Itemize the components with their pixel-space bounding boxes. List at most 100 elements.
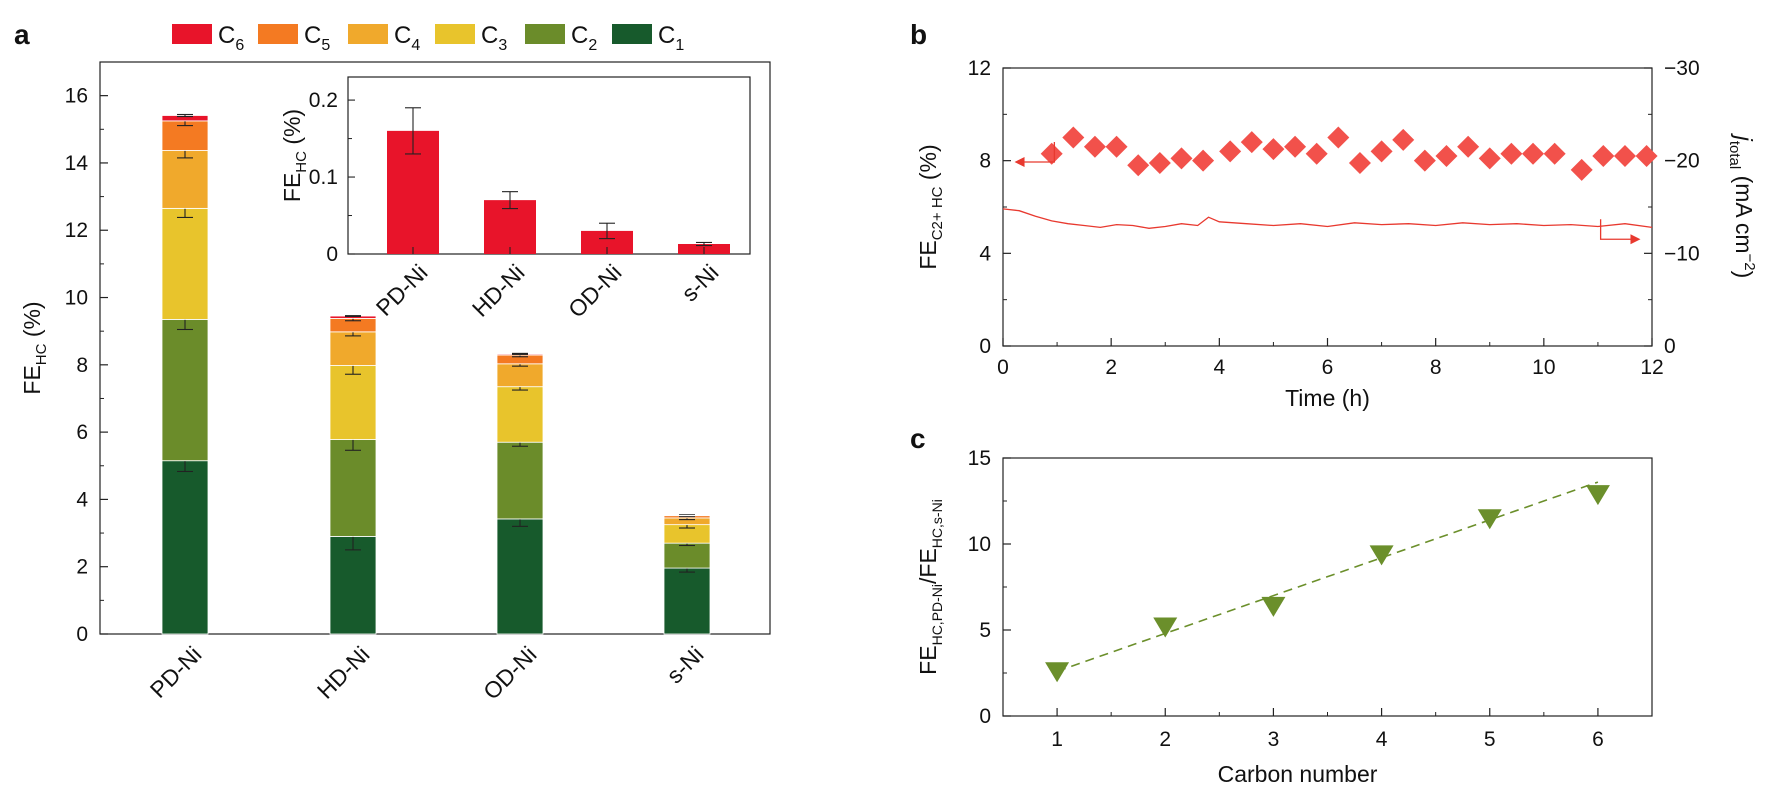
x-tick-label-a: HD-Ni	[312, 641, 375, 704]
y-tick-label-c: 10	[968, 533, 991, 556]
right-axis-arrow	[1599, 219, 1639, 240]
fe-diamond-point	[1170, 147, 1193, 170]
x-tick-label-b: 4	[1213, 356, 1225, 379]
legend-label-c6: C6	[218, 22, 244, 54]
panel-label-c: c	[910, 423, 926, 454]
bar-segment-c1	[329, 536, 377, 635]
legend-swatch-c6	[172, 24, 212, 44]
y-tick-label-a: 2	[76, 556, 88, 579]
fe-diamond-point	[1592, 145, 1615, 168]
fe-diamond-point	[1522, 142, 1545, 165]
fe-diamond-point	[1062, 126, 1085, 149]
x-axis-label-b: Time (h)	[1285, 385, 1370, 411]
fe-diamond-point	[1127, 154, 1150, 177]
x-tick-label-c: 1	[1051, 728, 1063, 751]
x-tick-label-a: s-Ni	[661, 641, 708, 688]
x-tick-label-b: 12	[1640, 356, 1663, 379]
fe-diamond-point	[1083, 135, 1106, 158]
x-tick-label-b: 6	[1322, 356, 1334, 379]
x-axis-label-c: Carbon number	[1218, 761, 1378, 787]
fe-diamond-point	[1413, 149, 1436, 172]
legend-label-c1: C1	[658, 22, 684, 54]
ratio-point	[1369, 545, 1394, 566]
fe-diamond-point	[1105, 135, 1128, 158]
fe-diamond-point	[1392, 128, 1415, 151]
y-tick-label-a: 12	[65, 219, 88, 242]
y-tick-label-c: 0	[979, 705, 991, 728]
legend-label-c2: C2	[571, 22, 597, 54]
legend-swatch-c3	[435, 24, 475, 44]
y-tick-label-a: 14	[65, 152, 89, 175]
plot-frame-b	[1002, 67, 1653, 347]
panel-label-a: a	[14, 19, 30, 50]
y-tick-label-a: 8	[76, 354, 88, 377]
fe-diamond-point	[1219, 140, 1242, 163]
legend-swatch-c4	[348, 24, 388, 44]
x-tick-label-a: PD-Ni	[145, 641, 207, 703]
current-line	[1002, 208, 1653, 229]
bar-segment-c6	[663, 514, 711, 517]
bar-segment-c4	[329, 331, 377, 366]
y-tick-label-b: 4	[979, 242, 991, 265]
fe-diamond-point	[1148, 151, 1171, 174]
fit-line	[1056, 481, 1599, 673]
fe-diamond-point	[1327, 126, 1350, 149]
y-tick-label-a: 4	[76, 488, 88, 511]
y-tick-label-a: 16	[65, 85, 88, 108]
inset-x-tick-label: s-Ni	[676, 259, 723, 306]
y-tick-label-a: 10	[65, 287, 88, 310]
y2-axis-label-b: jtotal (mA cm−2)	[1726, 133, 1758, 279]
x-tick-label-b: 0	[997, 356, 1009, 379]
bar-segment-c3	[496, 386, 544, 443]
panel-a-chart: 0 2 4 6 8 10 12 14 16 FEHC (%) PD-Ni HD-Ni OD-Ni s-Ni…	[19, 22, 771, 705]
x-tick-label-c: 6	[1592, 728, 1604, 751]
bar-segment-c1	[663, 567, 711, 635]
plot-frame-a	[99, 61, 771, 635]
bar-segment-c1	[161, 460, 209, 635]
fe-diamond-point	[1305, 142, 1328, 165]
y2-tick-label-b: −10	[1664, 242, 1700, 265]
bar-segment-c4	[496, 363, 544, 388]
x-tick-label-b: 10	[1532, 356, 1555, 379]
fe-diamond-point	[1192, 149, 1215, 172]
left-axis-arrow	[1016, 142, 1056, 163]
x-tick-label-b: 2	[1105, 356, 1117, 379]
bar-segment-c1	[496, 518, 544, 635]
ratio-point	[1585, 485, 1610, 506]
fe-diamond-point	[1435, 145, 1458, 168]
bar-segment-c2	[496, 441, 544, 520]
fe-diamond-point	[1240, 131, 1263, 154]
ratio-point	[1045, 662, 1070, 683]
legend-label-c5: C5	[304, 22, 330, 54]
bar-segment-c3	[161, 207, 209, 320]
left-axis-arrowhead	[1014, 157, 1025, 168]
x-tick-label-c: 3	[1268, 728, 1280, 751]
y2-tick-label-b: −20	[1664, 150, 1700, 173]
inset-bar	[581, 230, 633, 254]
inset-y-axis-label: FEHC (%)	[279, 109, 310, 202]
x-tick-label-c: 5	[1484, 728, 1496, 751]
y-axis-label-b: FEC2+ HC (%)	[915, 144, 946, 269]
y-tick-label-c: 5	[979, 619, 991, 642]
panel-c-chart: 1 2 3 4 5 6 Carbon number 0 5 10 15 FEHC,PD-Ni/FEHC…	[915, 447, 1653, 787]
fe-diamond-point	[1613, 145, 1636, 168]
y2-tick-label-b: −30	[1664, 57, 1700, 80]
panel-b-chart: 0 2 4 6 8 10 12 Time (h) 0 4 8 12 FEC2+ HC (%) 0 −10 −2…	[915, 57, 1758, 411]
inset-x-tick-label: PD-Ni	[371, 259, 433, 321]
legend-swatch-c5	[258, 24, 298, 44]
right-axis-arrowhead	[1630, 234, 1641, 245]
fe-diamond-point	[1457, 135, 1480, 158]
fe-diamond-point	[1370, 140, 1393, 163]
x-tick-label-c: 4	[1376, 728, 1388, 751]
fe-diamond-point	[1635, 145, 1658, 168]
inset-y-tick-label: 0	[326, 243, 338, 266]
fe-diamond-point	[1500, 142, 1523, 165]
ratio-point	[1261, 596, 1286, 617]
bar-segment-c2	[329, 439, 377, 537]
x-tick-label-b: 8	[1430, 356, 1442, 379]
y-tick-label-a: 6	[76, 421, 88, 444]
ratio-point	[1153, 617, 1178, 638]
bar-segment-c3	[329, 365, 377, 440]
bar-segment-c4	[161, 150, 209, 209]
